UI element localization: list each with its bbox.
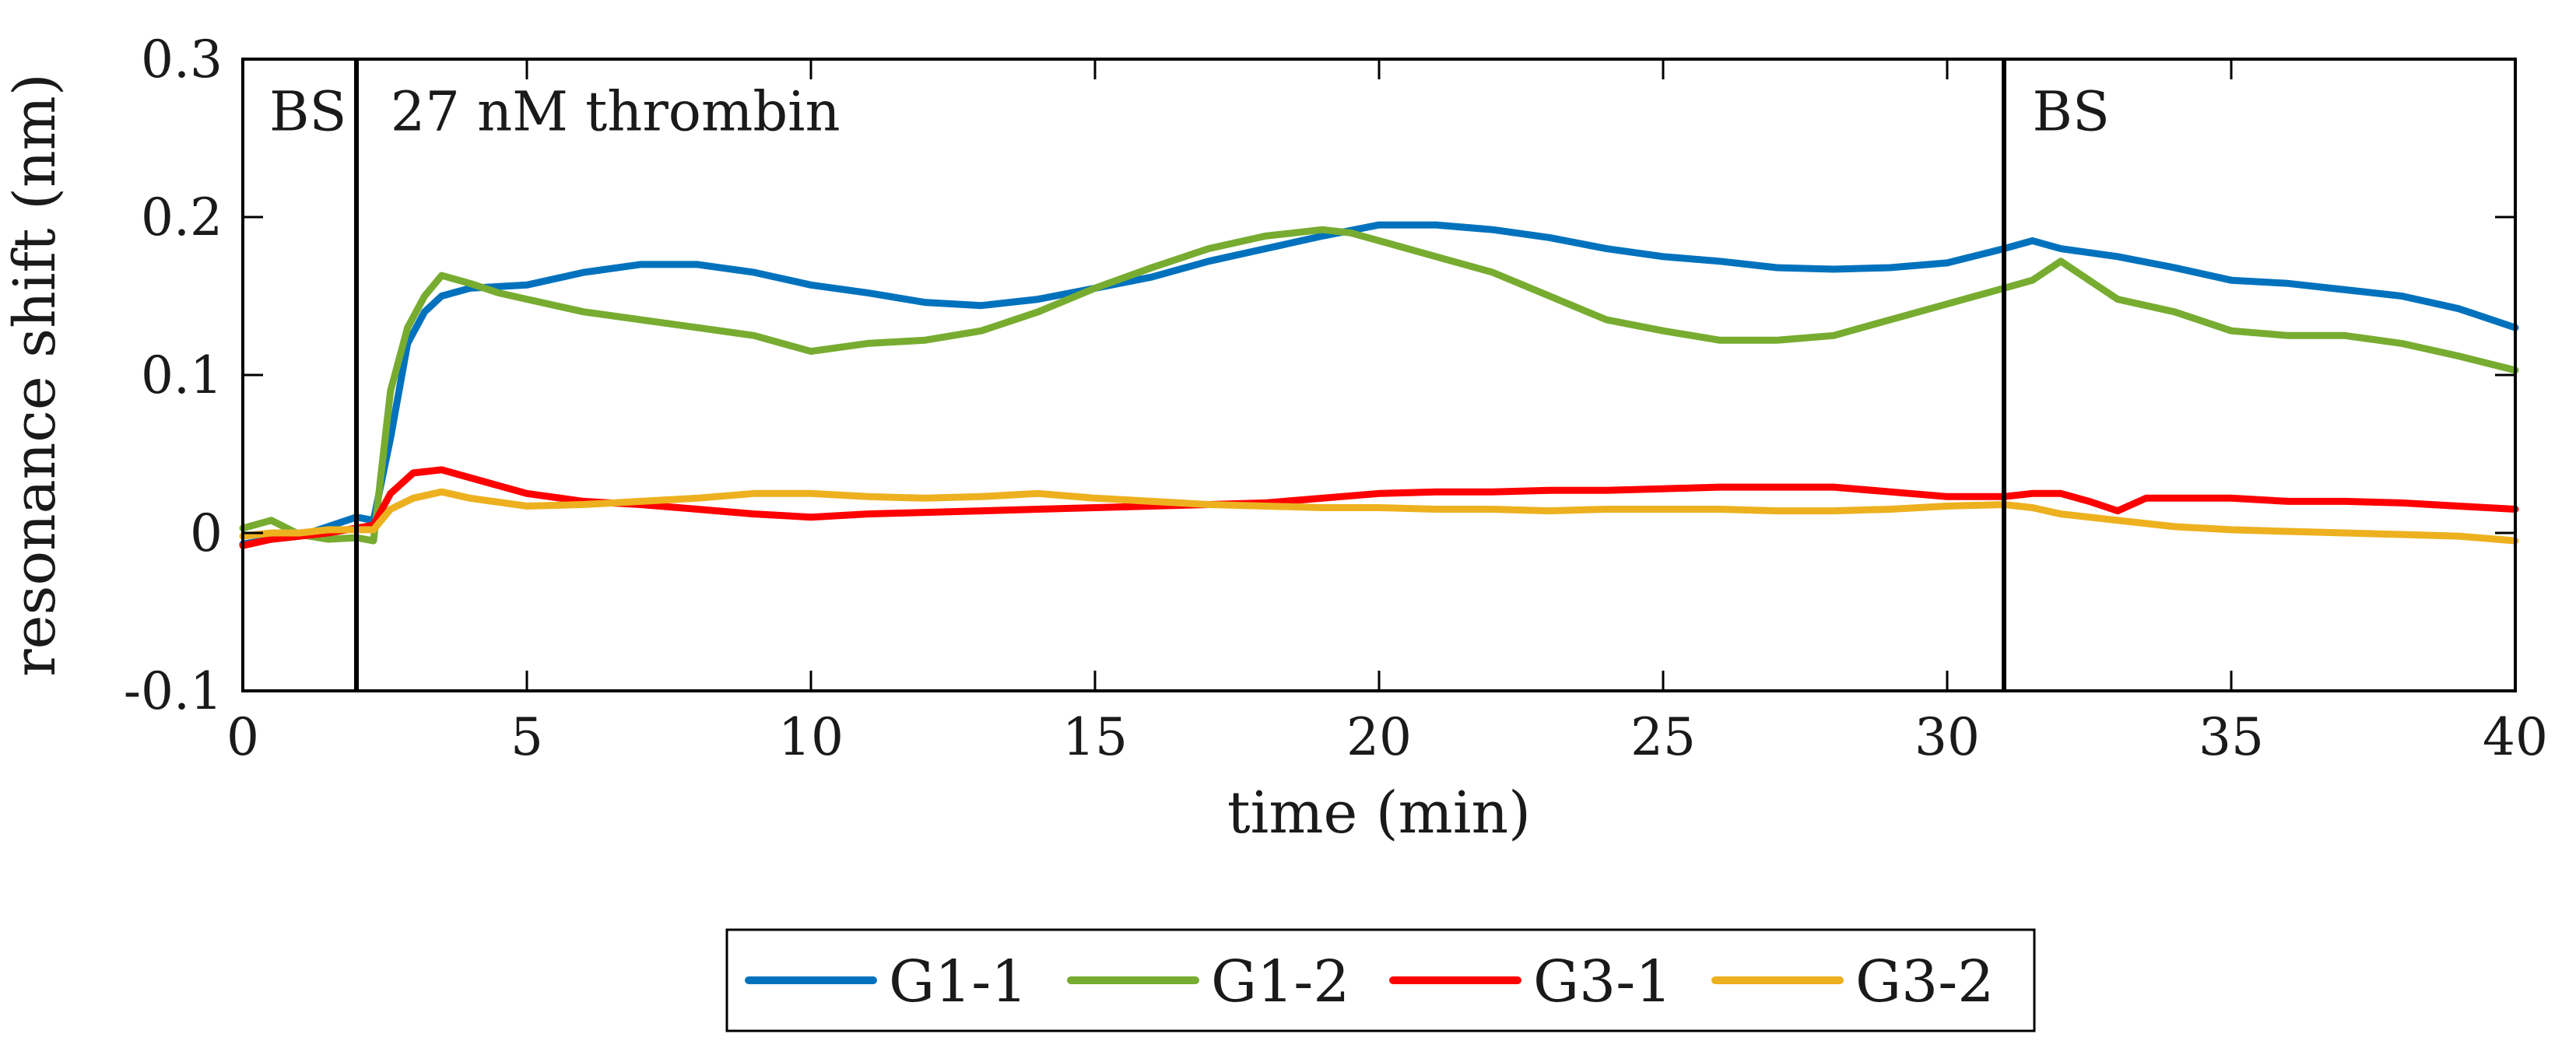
series-line-g1-1 — [239, 221, 2519, 548]
x-tick-label: 5 — [511, 707, 543, 767]
y-tick-label: 0.2 — [141, 188, 223, 247]
annotation-layer: BS 27 nM thrombin BS — [269, 79, 2110, 143]
annotation-label: BS — [269, 79, 346, 143]
y-tick-label: 0 — [190, 503, 223, 563]
series-layer — [239, 221, 2519, 549]
legend-label-g1-1: G1-1 — [889, 948, 1027, 1015]
y-tick-label: 0.1 — [141, 345, 223, 405]
x-tick-label: 40 — [2483, 707, 2548, 767]
y-tick-label: 0.3 — [141, 30, 223, 89]
x-axis-label: time (min) — [1227, 780, 1531, 846]
x-tick-label: 10 — [778, 707, 844, 767]
y-axis-label: resonance shift (nm) — [2, 73, 68, 676]
x-tick-label: 35 — [2199, 707, 2264, 767]
x-tick-label: 25 — [1630, 707, 1696, 767]
legend-label-g1-2: G1-2 — [1211, 948, 1349, 1015]
y-tick-label: -0.1 — [124, 661, 223, 721]
x-tick-label: 0 — [226, 707, 259, 767]
x-tick-label: 30 — [1914, 707, 1980, 767]
legend: G1-1 G1-2 G3-1 G3-2 — [725, 928, 2036, 1032]
legend-label-g3-2: G3-2 — [1855, 948, 1994, 1015]
annotation-label: 27 nM thrombin — [391, 79, 841, 143]
annotation-label: BS — [2033, 79, 2110, 143]
series-line-g3-2 — [239, 488, 2519, 545]
tick-layer: 0 5 10 15 20 25 30 35 40-0.100.10.20.3 — [124, 30, 2548, 767]
legend-label-g3-1: G3-1 — [1533, 948, 1672, 1015]
plot-area-frame — [241, 58, 2517, 692]
x-tick-label: 15 — [1062, 707, 1128, 767]
series-line-g3-1 — [239, 466, 2519, 549]
x-tick-label: 20 — [1346, 707, 1412, 767]
vline-layer — [354, 59, 2006, 691]
series-line-g1-2 — [239, 226, 2519, 545]
